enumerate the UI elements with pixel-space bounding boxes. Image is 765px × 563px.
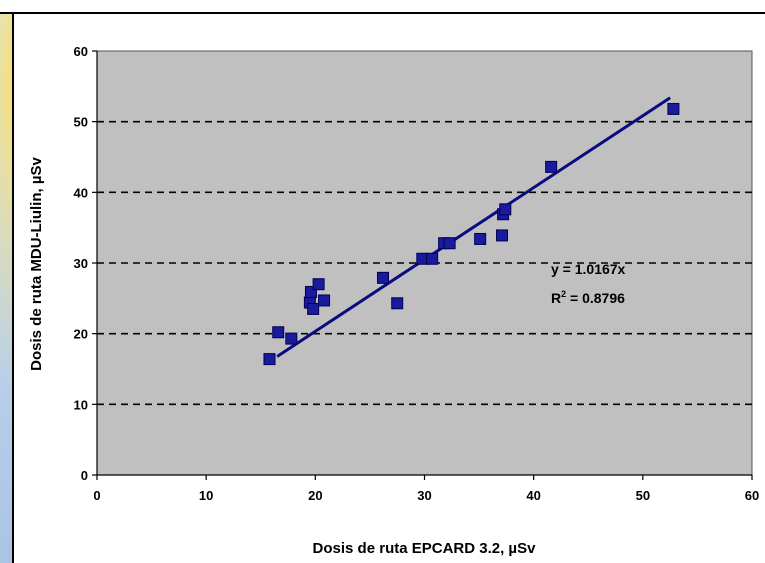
y-tick-label-20: 20: [74, 327, 88, 342]
y-tick-label-0: 0: [81, 468, 88, 483]
data-point-3: [285, 332, 298, 345]
y-tick-label-10: 10: [74, 397, 88, 412]
data-point-10: [391, 297, 404, 310]
r-squared-prefix: R: [551, 290, 561, 306]
data-point-5: [304, 285, 317, 298]
data-point-15: [474, 232, 487, 245]
x-tick-label-60: 60: [745, 488, 759, 503]
y-axis-title: Dosis de ruta MDU-Liulin, µSv: [28, 157, 45, 371]
x-tick-label-30: 30: [417, 488, 431, 503]
data-point-6: [307, 302, 320, 315]
x-tick-label-40: 40: [526, 488, 540, 503]
axes: [92, 50, 753, 480]
x-tick-label-50: 50: [636, 488, 650, 503]
data-points: [263, 102, 680, 366]
equation-label: y = 1.0167x: [551, 261, 626, 277]
data-point-7: [312, 278, 325, 291]
x-axis-title: Dosis de ruta EPCARD 3.2, µSv: [313, 540, 537, 557]
data-point-16: [496, 229, 509, 242]
y-tick-label-50: 50: [74, 115, 88, 130]
y-tick-label-30: 30: [74, 256, 88, 271]
x-tick-label-20: 20: [308, 488, 322, 503]
data-point-8: [318, 294, 331, 307]
x-tick-label-10: 10: [199, 488, 213, 503]
data-point-2: [272, 326, 285, 339]
trendline: [276, 96, 671, 358]
y-tick-label-40: 40: [74, 185, 88, 200]
data-point-18: [499, 203, 512, 216]
x-tick-label-0: 0: [93, 488, 100, 503]
data-point-9: [377, 271, 390, 284]
data-point-1: [263, 353, 276, 366]
gridlines: [97, 120, 752, 406]
data-point-14: [443, 237, 456, 250]
trendline-group: [276, 96, 671, 358]
data-point-19: [545, 160, 558, 173]
y-tick-label-60: 60: [74, 44, 88, 59]
r-squared-value: = 0.8796: [566, 290, 625, 306]
data-point-20: [667, 102, 680, 115]
tick-labels: 0 10 20 30 40 50 60 0 10 20 30 40 50 60: [74, 44, 760, 503]
data-point-12: [426, 252, 439, 265]
r-squared-label: R2 = 0.8796: [551, 289, 625, 306]
top-border-strip: [0, 0, 765, 14]
r-squared-superscript: 2: [561, 289, 566, 299]
